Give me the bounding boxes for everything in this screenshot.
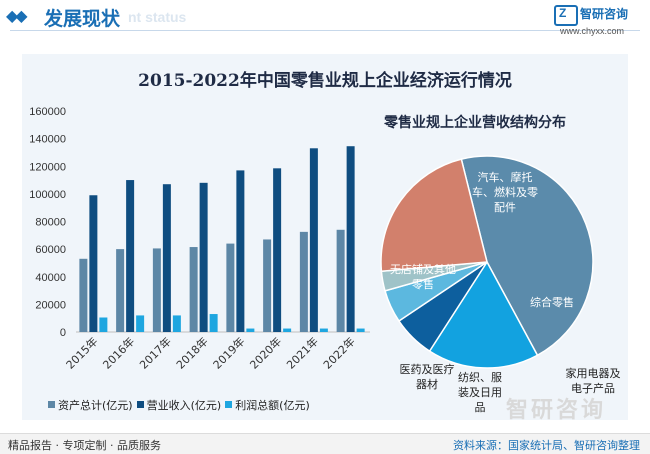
x-tick-label: 2015年	[63, 334, 100, 371]
legend-label: 利润总额(亿元)	[235, 399, 310, 412]
bar-1	[89, 195, 98, 332]
y-tick-label: 60000	[35, 244, 66, 256]
footer-slogan: 精品报告 · 专项定制 · 品质服务	[8, 439, 161, 452]
bar-0	[299, 231, 308, 332]
x-tick-label: 2021年	[284, 334, 321, 371]
pie-slice-label: 医药及医疗器材	[399, 363, 455, 391]
page-subtitle: nt status	[128, 9, 187, 25]
pie-slice	[460, 155, 594, 357]
y-tick-label: 140000	[29, 134, 66, 146]
y-tick-label: 0	[60, 327, 66, 339]
page-title: 发展现状	[44, 8, 121, 30]
header-bar: ◆◆ 发展现状 nt status Z 智研咨询 www.chyxx.com	[0, 0, 650, 36]
x-tick-label: 2017年	[137, 334, 174, 371]
legend-label: 营业收入(亿元)	[146, 399, 222, 412]
footer-source: 资料来源：国家统计局、智研咨询整理	[453, 439, 640, 452]
pie-chart-title: 零售业规上企业营收结构分布	[384, 115, 566, 131]
y-tick-label: 80000	[35, 217, 66, 229]
bar-2	[209, 314, 218, 332]
pie-slice	[380, 158, 488, 273]
bar-2	[136, 315, 145, 332]
bar-2	[319, 328, 328, 332]
pie-slice-label: 家用电器及电子产品	[565, 367, 621, 395]
bar-2	[356, 328, 365, 332]
pie-slice-label: 汽车、摩托车、燃料及零配件	[472, 171, 538, 214]
legend-swatch	[225, 401, 233, 408]
bar-2	[283, 328, 292, 332]
x-tick-label: 2016年	[100, 334, 137, 371]
legend-item: 营业收入(亿元)	[136, 397, 222, 413]
bar-1	[309, 148, 318, 332]
header-divider	[10, 30, 640, 31]
y-tick-label: 120000	[29, 161, 66, 173]
legend-swatch	[136, 401, 144, 408]
legend-swatch	[48, 401, 55, 408]
bar-1	[273, 168, 282, 332]
watermark-logo: 智研咨询	[506, 398, 607, 423]
logo-icon: Z	[554, 5, 578, 26]
bar-0	[263, 239, 272, 332]
chart-title: 2015-2022年中国零售业规上企业经济运行情况	[138, 71, 512, 91]
legend-label: 资产总计(亿元)	[58, 399, 133, 412]
x-tick-label: 2022年	[320, 334, 357, 371]
bar-0	[226, 243, 235, 332]
pie-slice	[428, 260, 539, 369]
bar-1	[199, 182, 208, 332]
x-tick-label: 2018年	[173, 334, 210, 371]
bar-0	[116, 249, 125, 332]
bar-0	[336, 229, 345, 332]
bar-1	[236, 170, 245, 332]
bar-0	[152, 248, 161, 332]
x-tick-label: 2020年	[247, 334, 284, 371]
y-tick-label: 20000	[35, 299, 66, 311]
legend-item: 利润总额(亿元)	[225, 397, 310, 413]
logo-url: www.chyxx.com	[560, 26, 625, 36]
bar-2	[246, 328, 255, 332]
diamond-icon: ◆◆	[6, 6, 28, 25]
bar-2	[99, 317, 108, 332]
bar-0	[79, 258, 88, 332]
x-tick-label: 2019年	[210, 334, 247, 371]
y-tick-label: 160000	[29, 106, 66, 118]
legend-item: 资产总计(亿元)	[48, 397, 133, 413]
bar-legend: 资产总计(亿元) 营业收入(亿元) 利润总额(亿元)	[48, 397, 314, 413]
pie-slice-label: 综合零售	[530, 296, 574, 309]
pie-slice-label: 无店铺及其他零售	[390, 263, 456, 291]
footer-bar: 精品报告 · 专项定制 · 品质服务 资料来源：国家统计局、智研咨询整理	[0, 433, 650, 454]
logo-name: 智研咨询	[580, 7, 629, 21]
bar-1	[346, 146, 355, 332]
pie-slice-label: 纺织、服装及日用品	[458, 371, 502, 414]
y-tick-label: 40000	[35, 272, 66, 284]
y-tick-label: 100000	[29, 189, 66, 201]
bar-1	[126, 180, 135, 332]
bar-2	[172, 315, 181, 332]
bar-0	[189, 247, 198, 332]
bar-1	[162, 184, 171, 332]
